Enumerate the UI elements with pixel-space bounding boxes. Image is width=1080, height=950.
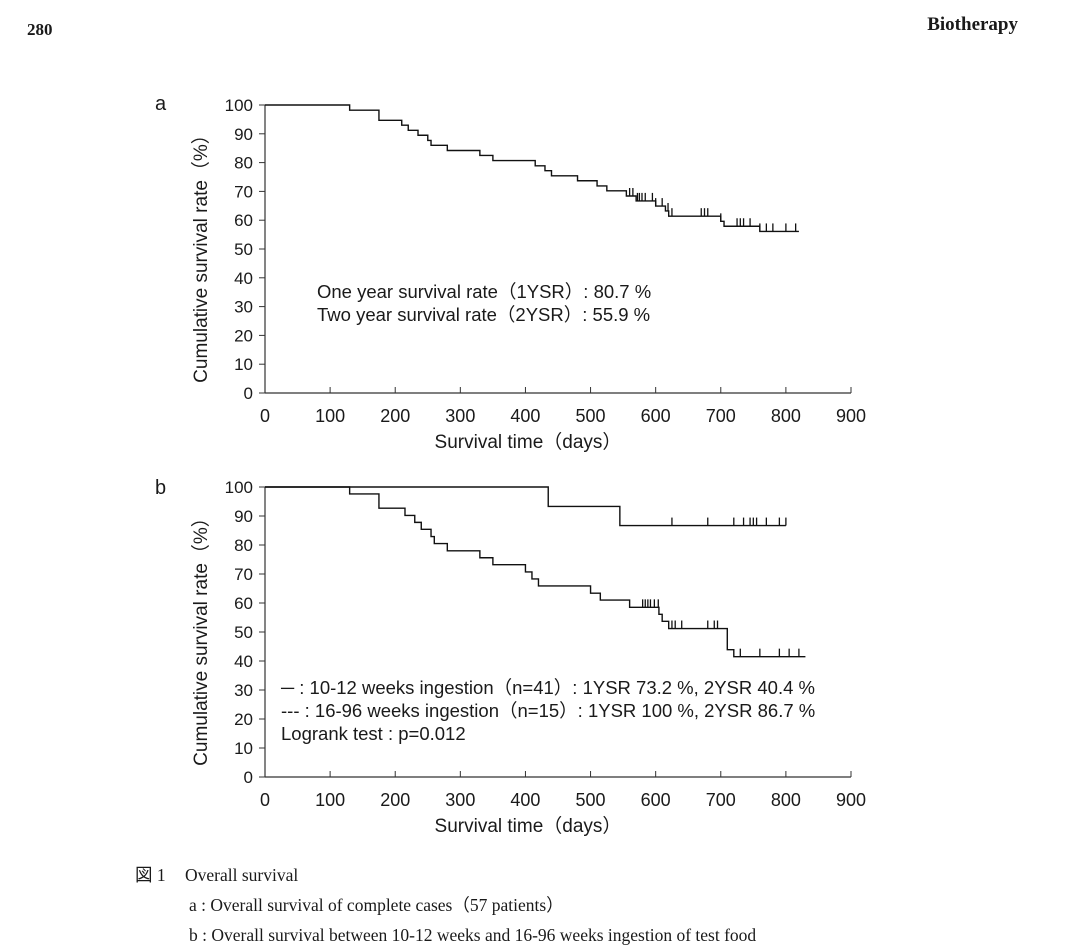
- annotation-text: One year survival rate（1YSR）: 80.7 %: [317, 281, 651, 302]
- y-tick-label: 30: [234, 681, 253, 700]
- y-tick-label: 0: [244, 384, 253, 403]
- y-axis-title: Cumulative survival rate（%）: [190, 125, 212, 383]
- x-tick-label: 600: [641, 790, 671, 810]
- legend-entry: ─ : 10-12 weeks ingestion（n=41）: 1YSR 73…: [280, 677, 815, 698]
- x-tick-label: 0: [260, 406, 270, 426]
- x-axis-title: Survival time（days）: [435, 815, 622, 837]
- legend-entry: --- : 16-96 weeks ingestion（n=15）: 1YSR …: [281, 700, 815, 721]
- annotation-text: Two year survival rate（2YSR）: 55.9 %: [317, 304, 650, 325]
- x-tick-label: 500: [576, 790, 606, 810]
- caption-label: 図 1: [135, 865, 166, 885]
- figure-caption: 図 1 Overall survival a : Overall survival…: [135, 860, 756, 950]
- y-tick-label: 50: [234, 240, 253, 259]
- y-tick-label: 90: [234, 507, 253, 526]
- x-tick-label: 200: [380, 790, 410, 810]
- y-tick-label: 80: [234, 154, 253, 173]
- y-tick-label: 80: [234, 536, 253, 555]
- y-tick-label: 40: [234, 652, 253, 671]
- y-tick-label: 60: [234, 594, 253, 613]
- panel-label: b: [155, 477, 166, 499]
- panel-a-chart: 0 10 20 30 40 50 60 70 80 90 100 0 100 200 300 400 500 60…: [155, 93, 866, 453]
- x-tick-label: 100: [315, 790, 345, 810]
- x-tick-label: 900: [836, 790, 866, 810]
- caption-title: Overall survival: [185, 865, 299, 885]
- x-tick-label: 500: [576, 406, 606, 426]
- panel-label: a: [155, 93, 167, 115]
- y-tick-label: 60: [234, 211, 253, 230]
- journal-title: Biotherapy: [927, 14, 1018, 35]
- x-tick-label: 400: [510, 790, 540, 810]
- y-tick-label: 40: [234, 269, 253, 288]
- x-tick-label: 700: [706, 790, 736, 810]
- y-tick-label: 30: [234, 298, 253, 317]
- y-tick-label: 50: [234, 623, 253, 642]
- x-tick-label: 100: [315, 406, 345, 426]
- survival-curve-2: [265, 486, 786, 527]
- y-tick-label: 70: [234, 565, 253, 584]
- legend-entry: Logrank test : p=0.012: [281, 723, 466, 744]
- survival-curve-1: [265, 486, 806, 658]
- y-tick-label: 70: [234, 182, 253, 201]
- x-tick-label: 400: [510, 406, 540, 426]
- y-tick-label: 100: [225, 478, 253, 497]
- x-tick-label: 900: [836, 406, 866, 426]
- y-axis-title: Cumulative survival rate（%）: [190, 508, 212, 766]
- page-number: 280: [27, 20, 53, 39]
- x-tick-label: 600: [641, 406, 671, 426]
- survival-curve-1: [265, 104, 799, 233]
- x-tick-label: 700: [706, 406, 736, 426]
- y-tick-label: 100: [225, 96, 253, 115]
- caption-line-a: a : Overall survival of complete cases（5…: [189, 895, 564, 915]
- y-tick-label: 20: [234, 326, 253, 345]
- x-tick-label: 200: [380, 406, 410, 426]
- y-tick-label: 0: [244, 768, 253, 787]
- y-tick-label: 20: [234, 710, 253, 729]
- x-tick-label: 800: [771, 790, 801, 810]
- y-tick-label: 10: [234, 355, 253, 374]
- x-tick-label: 0: [260, 790, 270, 810]
- y-tick-label: 10: [234, 739, 253, 758]
- panel-b-chart: 0 10 20 30 40 50 60 70 80 90 100 0 100 200 300 400 500 60…: [155, 477, 866, 837]
- y-tick-label: 90: [234, 125, 253, 144]
- x-tick-label: 300: [445, 406, 475, 426]
- x-axis-title: Survival time（days）: [435, 431, 622, 453]
- x-tick-label: 800: [771, 406, 801, 426]
- caption-line-b: b : Overall survival between 10-12 weeks…: [189, 925, 757, 945]
- x-tick-label: 300: [445, 790, 475, 810]
